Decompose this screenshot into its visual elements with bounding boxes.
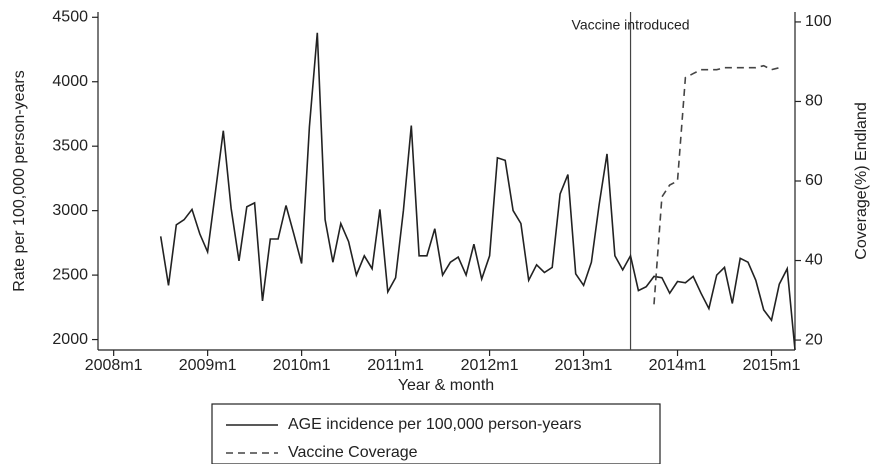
- y-tick-label: 3500: [52, 137, 88, 154]
- y-tick-label: 2000: [52, 331, 88, 348]
- y-tick-label: 4000: [52, 73, 88, 90]
- series-line: [653, 64, 780, 305]
- x-tick-label: 2013m1: [555, 357, 613, 374]
- y-tick-label: 3000: [52, 202, 88, 219]
- y-tick-label: 4500: [52, 9, 88, 26]
- legend-label: Vaccine Coverage: [288, 444, 418, 461]
- y-axis-title: Rate per 100,000 person-years: [11, 70, 28, 291]
- y-tick-label: 2500: [52, 266, 88, 283]
- x-tick-label: 2011m1: [367, 357, 424, 374]
- x-tick-label: 2008m1: [85, 357, 143, 374]
- y2-tick-label: 80: [805, 93, 823, 110]
- x-tick-label: 2015m1: [743, 357, 801, 374]
- x-tick-label: 2010m1: [273, 357, 331, 374]
- y2-tick-label: 40: [805, 252, 823, 269]
- x-tick-label: 2009m1: [179, 357, 237, 374]
- x-tick-label: 2012m1: [461, 357, 519, 374]
- x-axis-title: Year & month: [398, 377, 494, 394]
- legend-box: [211, 403, 661, 464]
- x-tick-label: 2014m1: [649, 357, 707, 374]
- y2-axis-title: Coverage(%) Endland: [853, 102, 870, 259]
- y2-tick-label: 100: [805, 13, 832, 30]
- legend-label: AGE incidence per 100,000 person-years: [288, 416, 582, 433]
- series-line: [159, 32, 796, 350]
- y2-tick-label: 60: [805, 172, 823, 189]
- y2-tick-label: 20: [805, 331, 823, 348]
- annotation-label: Vaccine introduced: [572, 17, 690, 33]
